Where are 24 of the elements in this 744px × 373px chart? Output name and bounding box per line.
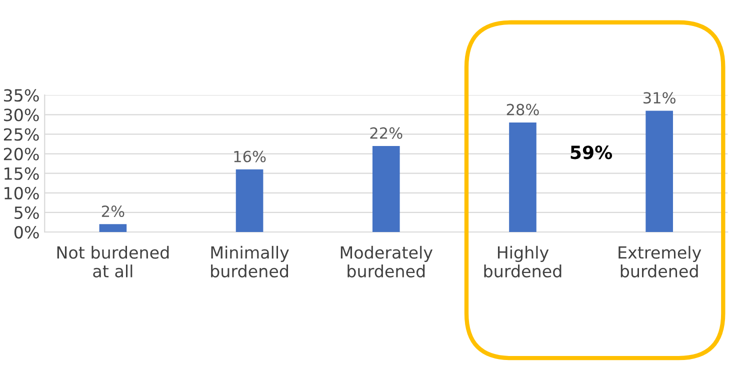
y-tick-label: 5%	[14, 206, 39, 220]
y-tick-label: 25%	[4, 128, 39, 141]
y-tick-label: 20%	[4, 148, 39, 160]
bar	[372, 146, 400, 232]
data-label: 16%	[234, 150, 266, 162]
y-tick-label: 35%	[4, 89, 39, 102]
data-label: 22%	[370, 127, 402, 139]
y-tick-label: 10%	[4, 186, 39, 200]
x-tick-label: Moderately burdened	[340, 246, 433, 278]
bar	[236, 169, 264, 232]
data-label: 28%	[506, 104, 539, 116]
data-label: 31%	[644, 92, 676, 104]
bar	[646, 110, 673, 232]
y-tick-label: 0%	[14, 226, 39, 239]
x-tick-label: Highly burdened	[484, 246, 562, 278]
annotation: 59%	[570, 146, 612, 160]
y-tick-label: 30%	[4, 108, 39, 122]
bar	[99, 224, 127, 232]
y-tick-label: 15%	[4, 167, 39, 180]
bar	[509, 122, 536, 232]
x-tick-label: Not burdened at all	[57, 246, 169, 278]
data-label: 2%	[102, 206, 124, 218]
x-tick-label: Minimally burdened	[211, 246, 289, 278]
x-tick-label: Extremely burdened	[618, 246, 702, 278]
